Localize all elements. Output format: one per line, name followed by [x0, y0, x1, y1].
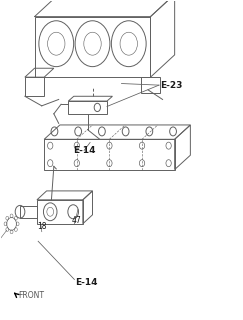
- Text: FRONT: FRONT: [18, 291, 44, 300]
- Text: E-14: E-14: [76, 278, 98, 287]
- Text: 18: 18: [37, 222, 46, 231]
- Text: E-23: E-23: [160, 81, 182, 90]
- Text: 47: 47: [72, 216, 82, 225]
- Text: E-14: E-14: [73, 146, 96, 155]
